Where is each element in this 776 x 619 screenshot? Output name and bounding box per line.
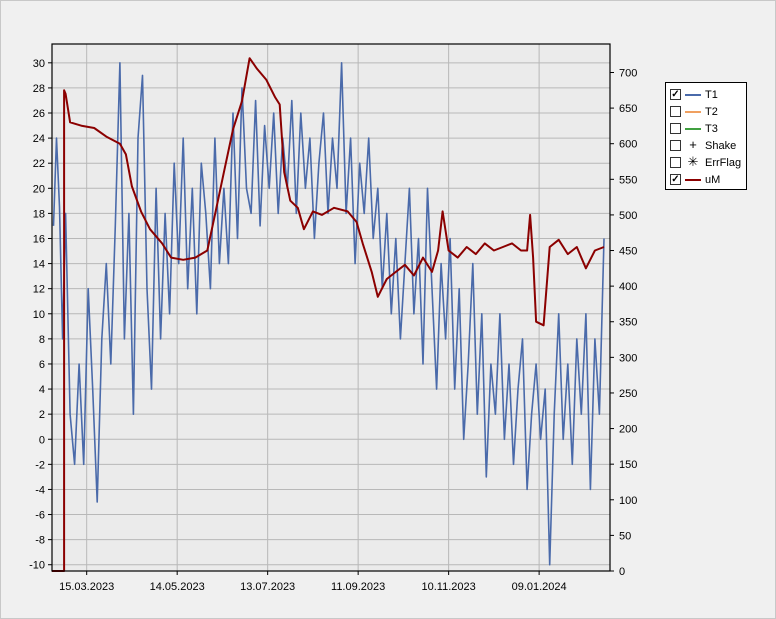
legend-swatch-t1 [684, 89, 702, 100]
left-tick-label: 16 [33, 233, 45, 245]
legend: ✓ T1 T2 T3 + Shake ✳ ErrFlag ✓ uM [665, 82, 747, 190]
left-tick-label: 22 [33, 158, 45, 170]
legend-label-t1: T1 [705, 88, 718, 101]
legend-label-t3: T3 [705, 122, 718, 135]
plus-icon: + [689, 137, 697, 152]
left-tick-label: 18 [33, 208, 45, 220]
legend-item-t2[interactable]: T2 [670, 103, 746, 120]
legend-checkbox-t2[interactable] [670, 106, 681, 117]
right-tick-label: 0 [619, 566, 625, 578]
left-tick-label: 4 [39, 384, 45, 396]
x-tick-label: 10.11.2023 [422, 581, 476, 593]
left-tick-label: 10 [33, 309, 45, 321]
series-t1-line [52, 61, 605, 566]
right-tick-label: 650 [619, 103, 637, 115]
right-tick-label: 700 [619, 67, 637, 79]
legend-label-um: uM [705, 173, 721, 186]
legend-item-t1[interactable]: ✓ T1 [670, 86, 746, 103]
x-tick-label: 13.07.2023 [240, 581, 295, 593]
right-tick-label: 550 [619, 174, 637, 186]
legend-checkbox-shake[interactable] [670, 140, 681, 151]
legend-checkbox-t1[interactable]: ✓ [670, 88, 681, 100]
legend-item-t3[interactable]: T3 [670, 120, 746, 137]
left-tick-label: -6 [35, 510, 45, 522]
legend-swatch-t3 [684, 123, 702, 134]
legend-item-um[interactable]: ✓ uM [670, 171, 746, 188]
legend-marker-shake: + [684, 137, 702, 152]
left-tick-label: 26 [33, 108, 45, 120]
right-tick-label: 400 [619, 281, 637, 293]
x-tick-label: 14.05.2023 [150, 581, 205, 593]
legend-marker-errflag: ✳ [684, 154, 702, 169]
left-tick-label: -10 [29, 560, 45, 572]
x-tick-label: 15.03.2023 [59, 581, 114, 593]
legend-checkbox-um[interactable]: ✓ [670, 173, 681, 185]
x-tick-label: 11.09.2023 [331, 581, 385, 593]
x-tick-label: 09.01.2024 [512, 581, 567, 593]
left-tick-label: 24 [33, 133, 45, 145]
left-tick-label: 20 [33, 183, 45, 195]
left-tick-label: -2 [35, 459, 45, 471]
line-swatch-icon [685, 179, 701, 181]
left-tick-label: 6 [39, 359, 45, 371]
legend-checkbox-t3[interactable] [670, 123, 681, 134]
line-swatch-icon [685, 128, 701, 130]
right-tick-label: 450 [619, 246, 637, 258]
right-tick-label: 600 [619, 139, 637, 151]
left-tick-label: -8 [35, 535, 45, 547]
legend-label-t2: T2 [705, 105, 718, 118]
left-tick-label: 0 [39, 434, 45, 446]
legend-item-errflag[interactable]: ✳ ErrFlag [670, 154, 746, 171]
asterisk-icon: ✳ [687, 154, 699, 169]
right-tick-label: 200 [619, 424, 637, 436]
left-tick-label: 14 [33, 259, 45, 271]
right-tick-label: 50 [619, 530, 631, 542]
left-tick-label: 8 [39, 334, 45, 346]
plot-area [52, 44, 610, 571]
legend-swatch-um [684, 174, 702, 185]
line-swatch-icon [685, 94, 701, 96]
left-tick-label: -4 [35, 484, 45, 496]
left-tick-label: 30 [33, 58, 45, 70]
legend-item-shake[interactable]: + Shake [670, 137, 746, 154]
left-tick-label: 28 [33, 83, 45, 95]
right-tick-label: 500 [619, 210, 637, 222]
grid [52, 44, 610, 571]
series-um-line [52, 57, 605, 572]
right-tick-label: 250 [619, 388, 637, 400]
left-tick-label: 12 [33, 284, 45, 296]
right-tick-label: 150 [619, 459, 637, 471]
series-layer [52, 57, 605, 572]
left-tick-label: 2 [39, 409, 45, 421]
right-tick-label: 300 [619, 352, 637, 364]
right-y-axis: 0 50 100 150 200 250 300 350 400 450 500 550 600 650 7… [610, 67, 637, 578]
x-axis: 15.03.2023 14.05.2023 13.07.2023 11.09.2023… [59, 571, 567, 593]
legend-checkbox-errflag[interactable] [670, 157, 681, 168]
legend-swatch-t2 [684, 106, 702, 117]
right-tick-label: 350 [619, 317, 637, 329]
right-tick-label: 100 [619, 495, 637, 507]
legend-label-shake: Shake [705, 139, 737, 152]
legend-label-errflag: ErrFlag [705, 156, 742, 169]
line-swatch-icon [685, 111, 701, 113]
plot-border [51, 43, 611, 572]
